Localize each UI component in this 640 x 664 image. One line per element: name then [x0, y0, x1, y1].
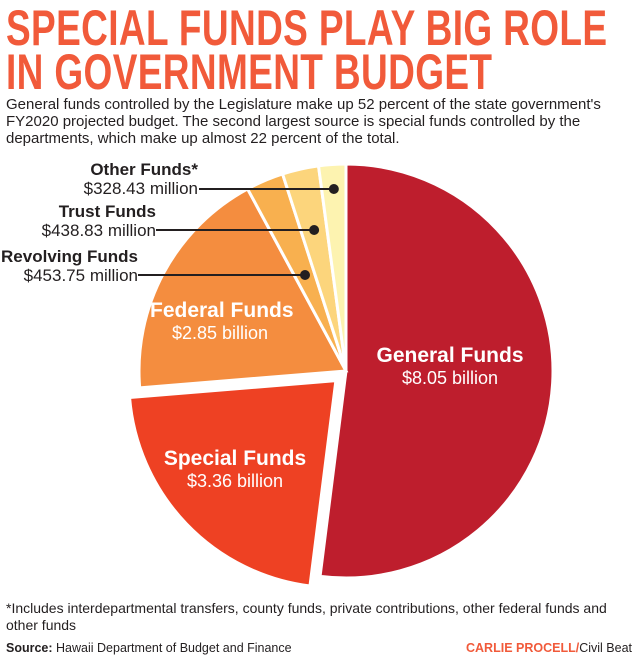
- pie-slice-special-funds: [127, 379, 338, 588]
- label-name: General Funds: [376, 344, 524, 367]
- label-value: $453.75 million: [23, 266, 138, 285]
- label-federal-funds: Federal Funds $2.85 billion: [150, 299, 294, 344]
- title-line-2: IN GOVERNMENT BUDGET: [6, 44, 493, 100]
- label-name: Trust Funds: [58, 202, 156, 221]
- callout-dot: [309, 225, 320, 235]
- label-revolving-funds: Revolving Funds $453.75 million: [1, 247, 138, 285]
- credit-org: Civil Beat: [579, 641, 632, 655]
- credit: CARLIE PROCELL/Civil Beat: [466, 641, 632, 655]
- label-name: Special Funds: [163, 447, 307, 470]
- label-value: $3.36 billion: [186, 471, 284, 491]
- callout-dot: [328, 184, 339, 194]
- source-text: Hawaii Department of Budget and Finance: [56, 641, 292, 655]
- label-special-funds: Special Funds $3.36 billion: [155, 448, 315, 492]
- title-line-1: SPECIAL FUNDS PLAY BIG ROLE: [6, 0, 608, 56]
- label-value: $2.85 billion: [171, 323, 269, 343]
- source: Source: Hawaii Department of Budget and …: [6, 641, 292, 655]
- label-name: Revolving Funds: [1, 247, 138, 266]
- label-name: Other Funds*: [90, 160, 198, 179]
- label-general-funds: General Funds $8.05 billion: [370, 345, 530, 389]
- label-value: $8.05 billion: [401, 368, 499, 388]
- source-label: Source:: [6, 641, 53, 655]
- label-value: $328.43 million: [83, 179, 198, 198]
- label-trust-funds: Trust Funds $438.83 million: [42, 202, 156, 240]
- label-other-funds: Other Funds* $328.43 million: [84, 160, 198, 198]
- footnote: *Includes interdepartmental transfers, c…: [6, 600, 607, 633]
- subtitle: General funds controlled by the Legislat…: [6, 96, 601, 147]
- pie-slice-other-funds: [316, 162, 348, 372]
- label-name: Federal Funds: [150, 299, 294, 322]
- callout-dot: [300, 270, 311, 280]
- label-value: $438.83 million: [41, 221, 156, 240]
- pie-slice-general-funds: [318, 162, 555, 580]
- pie-slice-federal-funds: [137, 186, 349, 390]
- credit-author: CARLIE PROCELL/: [466, 641, 580, 655]
